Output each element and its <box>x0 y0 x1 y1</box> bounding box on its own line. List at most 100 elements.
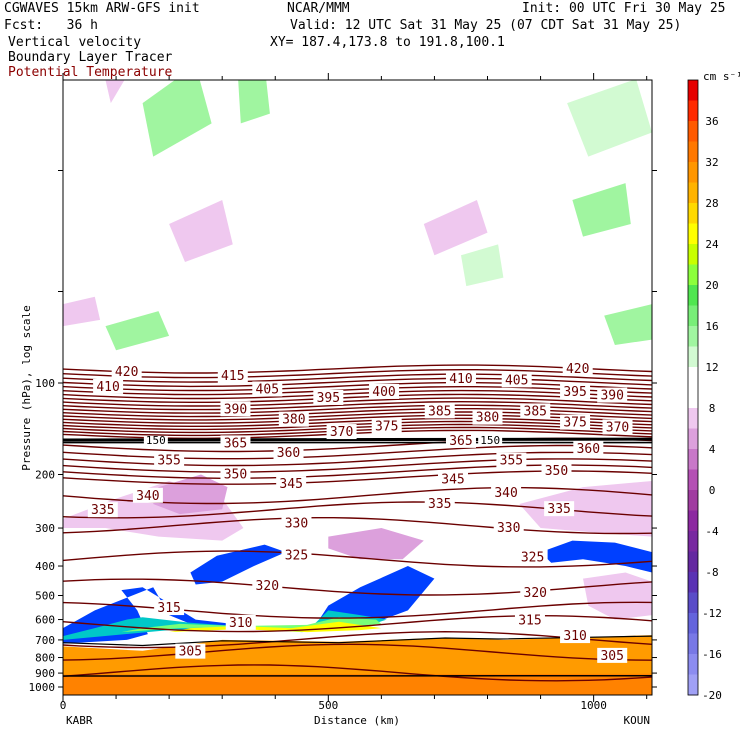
colorbar-label: -12 <box>702 607 722 620</box>
theta-contour-label: 415 <box>221 369 244 384</box>
colorbar-label: 8 <box>709 402 716 415</box>
colorbar-swatch <box>688 654 698 675</box>
contour-label-bg <box>501 372 532 388</box>
velocity-cell-fill <box>63 296 101 327</box>
theta-contour-label: 420 <box>566 362 589 377</box>
contour-label-bg <box>424 495 455 511</box>
valid-time: Valid: 12 UTC Sat 31 May 25 (07 CDT Sat … <box>290 18 682 33</box>
colorbar-label: -16 <box>702 648 722 661</box>
theta-contour-line <box>63 578 652 596</box>
theta-contour-label: 305 <box>600 649 623 664</box>
theta-contour-label: 365 <box>449 434 472 449</box>
contour-label-bg <box>472 409 503 425</box>
updraft-fill <box>190 544 286 585</box>
y-tick-label: 700 <box>35 634 55 647</box>
contour-label-bg <box>217 368 248 384</box>
contour-label-bg <box>597 647 628 663</box>
theta-contour-line <box>63 377 652 388</box>
theta-contour-line <box>63 417 652 427</box>
colorbar-label: 28 <box>705 197 718 210</box>
init-time: Init: 00 UTC Fri 30 May 25 <box>522 1 726 16</box>
theta-contour-label: 410 <box>449 372 472 387</box>
contour-label-bg <box>154 600 185 616</box>
colorbar-unit: cm s⁻¹ <box>703 70 740 83</box>
contour-label-bg <box>154 452 185 468</box>
theta-contour-label: 405 <box>505 373 528 388</box>
colorbar-swatch <box>688 592 698 614</box>
colorbar-label: -20 <box>702 689 722 702</box>
theta-contour-label: 410 <box>96 380 119 395</box>
colorbar-label: 4 <box>709 443 716 456</box>
theta-contour-label: 345 <box>279 477 302 492</box>
velocity-cell-fill <box>530 0 557 12</box>
colorbar-swatch <box>688 490 698 511</box>
velocity-cell-fill <box>461 244 504 287</box>
theta-contour-line <box>63 389 652 400</box>
contour-label-bg <box>111 363 142 379</box>
colorbar-label: 24 <box>705 238 719 251</box>
colorbar-swatch <box>688 141 698 163</box>
contour-label-bg <box>496 452 527 468</box>
theta-contour-line <box>63 550 652 568</box>
contour-label-bg <box>491 484 522 500</box>
theta-contour-line <box>63 423 652 434</box>
theta-contour-label: 325 <box>521 551 544 566</box>
y-tick-label: 300 <box>35 522 55 535</box>
theta-contour-line <box>63 381 652 392</box>
x-axis-title: Distance (km) <box>314 714 400 727</box>
x-tick-label: 500 <box>318 699 338 712</box>
surface-layer-fill <box>63 673 652 695</box>
x-tick-label: 1000 <box>580 699 607 712</box>
colorbar-label: 16 <box>705 320 718 333</box>
theta-contour-label: 360 <box>277 446 300 461</box>
colorbar-label: 0 <box>709 484 716 497</box>
colorbar-swatch <box>688 182 698 204</box>
contour-label-bg <box>326 424 357 440</box>
tracer-contour-label: 150 <box>146 434 166 447</box>
tracer-contour-label: 150 <box>480 434 500 447</box>
theta-contour-label: 395 <box>563 385 586 400</box>
colorbar-swatch <box>688 408 698 429</box>
theta-contour-label: 365 <box>224 436 247 451</box>
colorbar-swatch <box>688 121 698 142</box>
theta-contour-label: 380 <box>282 413 305 428</box>
velocity-cell-fill <box>142 80 212 157</box>
updraft-fill <box>63 610 387 640</box>
theta-contour-label: 340 <box>494 486 517 501</box>
colorbar-swatch <box>688 305 698 327</box>
downdraft-fill <box>583 572 652 620</box>
colorbar-swatch <box>688 244 698 265</box>
theta-contour-line <box>63 420 652 431</box>
theta-contour-line <box>63 386 652 396</box>
contour-label-bg <box>278 411 309 427</box>
theta-contour-label: 355 <box>500 454 523 469</box>
theta-contour-label: 380 <box>476 411 499 426</box>
theta-contour-label: 395 <box>317 391 340 406</box>
colorbar-swatch <box>688 387 698 409</box>
theta-contour-line <box>63 369 652 379</box>
colorbar-swatch <box>688 264 698 286</box>
contour-label-bg <box>369 383 400 399</box>
contour-label-bg <box>87 502 118 518</box>
contour-label-bg <box>573 441 604 457</box>
contour-label-bg <box>281 547 312 563</box>
y-tick-label: 100 <box>35 377 55 390</box>
left-endpoint-label: KABR <box>66 714 93 727</box>
colorbar-swatch <box>688 469 698 491</box>
theta-contour-label: 370 <box>330 425 353 440</box>
theta-contour-line <box>63 408 652 418</box>
contour-label-bg <box>493 520 524 536</box>
velocity-cell-fill <box>567 80 652 157</box>
colorbar-swatch <box>688 162 698 183</box>
y-tick-label: 1000 <box>29 681 56 694</box>
theta-contour-line <box>63 458 652 473</box>
theta-contour-label: 330 <box>497 521 520 536</box>
contour-label-bg <box>93 378 124 394</box>
model-title: CGWAVES 15km ARW-GFS init <box>4 1 200 16</box>
colorbar-swatch <box>688 285 698 306</box>
contour-label-bg <box>445 432 476 448</box>
forecast-hour: Fcst: 36 h <box>4 18 98 33</box>
theta-contour-label: 305 <box>179 645 202 660</box>
